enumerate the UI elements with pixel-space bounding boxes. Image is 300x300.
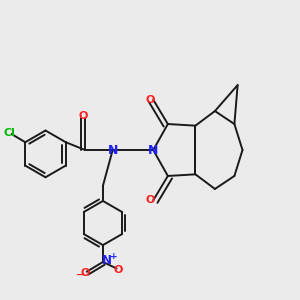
Text: −: − xyxy=(76,270,85,280)
Text: O: O xyxy=(80,268,90,278)
Text: O: O xyxy=(146,195,155,205)
Text: O: O xyxy=(79,111,88,121)
Text: N: N xyxy=(148,143,158,157)
Text: N: N xyxy=(107,143,118,157)
Text: O: O xyxy=(146,95,155,105)
Text: O: O xyxy=(113,265,123,275)
Text: +: + xyxy=(110,252,118,261)
Text: N: N xyxy=(102,254,112,267)
Text: Cl: Cl xyxy=(3,128,15,138)
